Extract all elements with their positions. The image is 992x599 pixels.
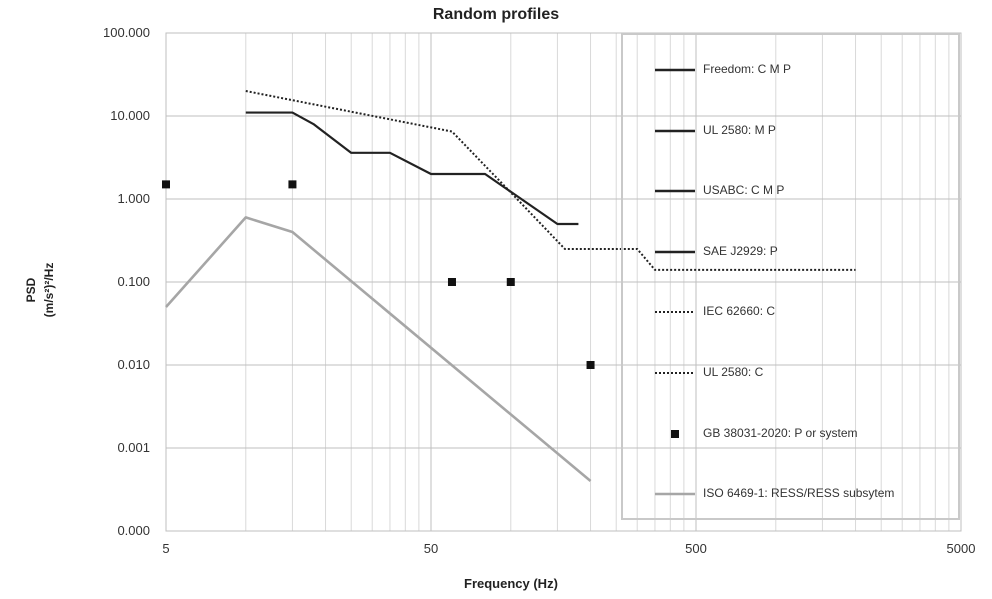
- legend-item: USABC: C M P: [623, 180, 958, 202]
- legend-item: GB 38031-2020: P or system: [623, 423, 958, 445]
- legend-swatch: [655, 492, 695, 496]
- tick-labels: 0.000 0.001 0.010 0.100 1.000 10.000 100.000 5 5…: [103, 25, 975, 556]
- series-line-7: [165, 216, 592, 483]
- legend-marker: [671, 429, 679, 438]
- legend-item: ISO 6469-1: RESS/RESS subsytem: [623, 483, 958, 505]
- legend-label: UL 2580: M P: [703, 122, 776, 137]
- legend-swatch: [655, 189, 695, 193]
- legend-item: Freedom: C M P: [623, 59, 958, 81]
- x-tick-label: 50: [424, 541, 438, 556]
- legend-item: IEC 62660: C: [623, 301, 958, 323]
- legend-swatch: [655, 250, 695, 253]
- y-axis-label: PSD (m/s²)²/Hz: [22, 210, 62, 370]
- legend-item: SAE J2929: P: [623, 241, 958, 263]
- legend-item: UL 2580: M P: [623, 120, 958, 142]
- plot-area-border: [165, 32, 962, 532]
- y-tick-label: 100.000: [103, 25, 150, 40]
- gb38031-data-point: [447, 278, 456, 286]
- series-line-0: [245, 111, 579, 226]
- gb38031-data-point: [506, 278, 515, 286]
- x-tick-label: 5: [162, 541, 169, 556]
- y-tick-label: 0.000: [117, 523, 150, 538]
- x-tick-label: 500: [685, 541, 707, 556]
- y-tick-label: 0.100: [117, 274, 150, 289]
- chart-title: Random profiles: [432, 6, 560, 23]
- legend: Freedom: C M P UL 2580: M P USABC: C M P SA…: [621, 33, 960, 520]
- x-tick-label: 5000: [947, 541, 976, 556]
- y-axis-label-line1: PSD: [24, 277, 38, 303]
- legend-label: SAE J2929: P: [703, 243, 778, 258]
- legend-label: ISO 6469-1: RESS/RESS subsytem: [703, 486, 895, 501]
- legend-label: IEC 62660: C: [703, 304, 776, 319]
- legend-item: UL 2580: C: [623, 362, 958, 384]
- y-tick-label: 10.000: [110, 108, 150, 123]
- legend-label: UL 2580: C: [703, 365, 764, 379]
- legend-swatch: [655, 372, 695, 374]
- gb38031-data-point: [162, 180, 170, 189]
- legend-swatch: [655, 129, 695, 132]
- legend-swatch: [655, 68, 695, 72]
- gb38031-data-point: [288, 180, 297, 189]
- series-layer: [162, 90, 856, 483]
- gb38031-data-point: [586, 361, 595, 369]
- x-axis-label: Frequency (Hz): [464, 576, 558, 591]
- y-tick-label: 0.010: [117, 357, 150, 372]
- y-tick-label: 0.001: [117, 440, 150, 455]
- y-tick-label: 1.000: [117, 191, 150, 206]
- legend-swatch: [671, 429, 679, 438]
- legend-label: USABC: C M P: [703, 183, 785, 198]
- series-line-4: [245, 90, 856, 271]
- major-gridlines: [165, 32, 962, 532]
- legend-swatch: [655, 311, 695, 314]
- legend-label: Freedom: C M P: [703, 62, 792, 76]
- y-axis-label-line2: (m/s²)²/Hz: [42, 262, 56, 318]
- legend-label: GB 38031-2020: P or system: [703, 425, 858, 440]
